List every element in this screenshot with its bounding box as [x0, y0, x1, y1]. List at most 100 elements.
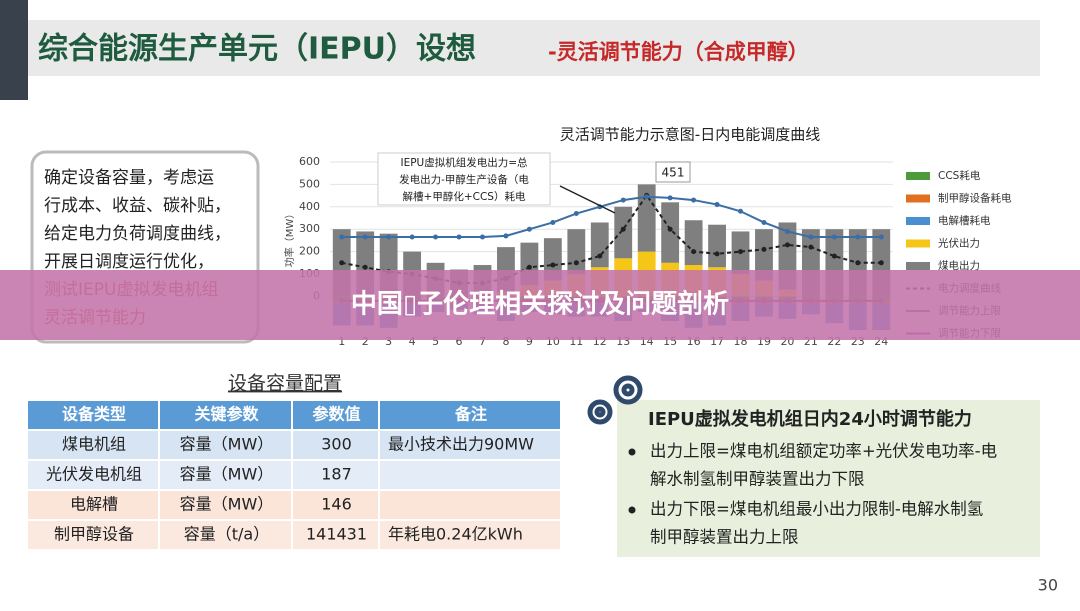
x-tick-label: 1 — [338, 335, 345, 348]
line-marker — [831, 253, 837, 259]
x-tick-label: 3 — [385, 335, 392, 348]
line-marker — [620, 226, 626, 232]
bullet-dot — [628, 506, 636, 514]
slide-subtitle: -灵活调节能力（合成甲醇） — [548, 40, 809, 64]
y-tick-label: 300 — [299, 222, 320, 235]
line-marker — [339, 260, 345, 266]
line-marker — [761, 246, 767, 252]
annotation-arrow — [559, 185, 616, 214]
bar — [637, 184, 656, 252]
legend-swatch — [906, 194, 930, 203]
line — [341, 193, 882, 284]
table-cell-text: 制甲醇设备 — [54, 525, 134, 544]
line-marker — [761, 219, 767, 225]
table-cell — [380, 431, 560, 459]
table-cell — [28, 521, 158, 549]
table-header: 设备类型 — [62, 405, 126, 424]
annotation: IEPU虚拟机组发电出力=总 — [400, 156, 528, 169]
table-header-cell — [293, 401, 378, 429]
y-axis-label: 功率（MW） — [283, 209, 296, 268]
bar — [755, 229, 773, 281]
line-marker — [714, 251, 720, 257]
line-marker — [597, 253, 603, 259]
line-marker — [784, 228, 790, 234]
panel-bullet: 制甲醇装置出力上限 — [650, 528, 799, 547]
line-marker — [362, 264, 368, 270]
line-marker — [855, 234, 861, 240]
legend-label: 光伏出力 — [938, 237, 980, 250]
banner-text: 中国▯子伦理相关探讨及问题剖析 — [351, 289, 729, 320]
corner-block — [0, 0, 28, 100]
peak-label: 451 — [662, 166, 685, 180]
line-marker — [667, 195, 673, 201]
line-marker — [831, 234, 837, 240]
line-marker — [433, 234, 439, 240]
line-marker — [714, 202, 720, 208]
table-header-cell — [28, 401, 158, 429]
legend-label: 煤电出力 — [938, 259, 980, 272]
gear-icon — [587, 375, 643, 425]
panel-bullet: 解水制氢制甲醇装置出力下限 — [650, 470, 865, 489]
table-cell — [293, 491, 378, 519]
line-marker — [526, 226, 532, 232]
table-cell-text: 300 — [321, 435, 352, 454]
table-caption: 设备容量配置 — [228, 373, 342, 395]
table-cell-text: 容量（MW） — [180, 435, 274, 454]
table-header-cell — [160, 401, 291, 429]
line-marker — [573, 211, 579, 217]
table-cell — [160, 491, 291, 519]
legend-label: 制甲醇设备耗电 — [938, 192, 1012, 205]
y-tick-label: 400 — [299, 200, 320, 213]
bullet-dot — [628, 448, 636, 456]
line-marker — [550, 219, 556, 225]
annotation: 发电出力-甲醇生产设备（电 — [399, 173, 529, 186]
x-tick-label: 4 — [409, 335, 416, 348]
line-marker — [409, 234, 415, 240]
table-cell — [293, 521, 378, 549]
table-cell-text: 146 — [321, 495, 352, 514]
line-marker — [738, 208, 744, 214]
table-cell-text: 187 — [321, 465, 352, 484]
x-tick-label: 9 — [526, 335, 533, 348]
table-cell — [380, 461, 560, 489]
line-marker — [573, 260, 579, 266]
peak-box — [655, 161, 691, 183]
banner — [0, 270, 1080, 340]
table-cell-text: 容量（MW） — [180, 465, 274, 484]
line-marker — [362, 234, 368, 240]
panel-title: IEPU虚拟发电机组日内24小时调节能力 — [648, 408, 972, 430]
y-tick-label: 200 — [299, 245, 320, 258]
table-cell — [28, 491, 158, 519]
callout-line: 确定设备容量，考虑运 — [44, 168, 214, 188]
line-marker — [339, 234, 345, 240]
table-header: 备注 — [454, 405, 487, 424]
callout-line: 给定电力负荷调度曲线， — [44, 224, 231, 244]
chart-title: 灵活调节能力示意图-日内电能调度曲线 — [560, 126, 820, 144]
table-cell-text: 最小技术出力90MW — [388, 435, 534, 454]
table-cell-text: 光伏发电机组 — [46, 465, 142, 484]
x-tick-label: 7 — [479, 335, 486, 348]
line-marker — [878, 260, 884, 266]
table-cell-text: 煤电机组 — [62, 435, 126, 454]
x-tick-label: 2 — [362, 335, 369, 348]
line-marker — [738, 249, 744, 255]
page-number: 30 — [1038, 576, 1058, 595]
line-marker — [878, 234, 884, 240]
bar — [708, 224, 726, 268]
line-marker — [456, 234, 462, 240]
bar — [684, 220, 703, 266]
callout-line: 开展日调度运行优化， — [44, 252, 214, 272]
table-header: 关键参数 — [194, 405, 259, 424]
line-marker — [808, 244, 814, 250]
line-marker — [691, 197, 697, 203]
annotation: 解槽+甲醇化+CCS）耗电 — [403, 190, 526, 203]
x-tick-label: 5 — [432, 335, 439, 348]
line-marker — [620, 197, 626, 203]
table-cell — [160, 461, 291, 489]
legend-swatch — [906, 239, 930, 248]
table-cell — [380, 491, 560, 519]
callout-line: 行成本、收益、碳补贴， — [44, 196, 231, 216]
table-header: 参数值 — [312, 405, 360, 424]
y-tick-label: 500 — [299, 177, 320, 190]
